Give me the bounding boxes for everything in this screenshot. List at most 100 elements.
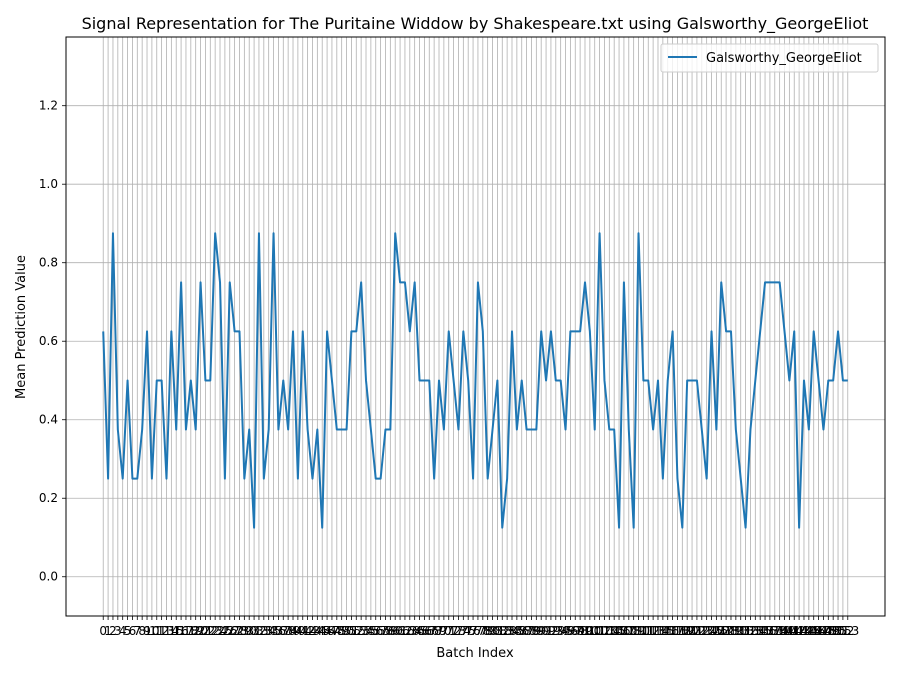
x-tick-label: 139 bbox=[768, 624, 791, 638]
x-tick-label: 141 bbox=[778, 624, 801, 638]
data-point bbox=[842, 379, 844, 381]
x-tick-label: 64 bbox=[407, 624, 422, 638]
data-point bbox=[462, 330, 464, 332]
data-point bbox=[394, 232, 396, 234]
x-tick-label: 27 bbox=[227, 624, 242, 638]
x-tick-label: 56 bbox=[368, 624, 383, 638]
data-point bbox=[516, 429, 518, 431]
data-point bbox=[336, 429, 338, 431]
data-point bbox=[745, 527, 747, 529]
y-tick-label: 0.0 bbox=[39, 570, 58, 584]
x-tick-label: 88 bbox=[524, 624, 539, 638]
data-point bbox=[156, 379, 158, 381]
x-tick-label: 82 bbox=[495, 624, 510, 638]
data-point bbox=[375, 478, 377, 480]
x-tick-label: 105 bbox=[603, 624, 626, 638]
data-point bbox=[321, 527, 323, 529]
data-point bbox=[448, 330, 450, 332]
x-tick-label: 23 bbox=[208, 624, 223, 638]
data-point bbox=[365, 379, 367, 381]
x-tick-label: 8 bbox=[138, 624, 146, 638]
x-tick-label: 80 bbox=[485, 624, 500, 638]
x-tick-label: 116 bbox=[656, 624, 679, 638]
x-tick-label: 102 bbox=[588, 624, 611, 638]
data-point bbox=[589, 330, 591, 332]
data-point bbox=[200, 281, 202, 283]
data-point bbox=[428, 379, 430, 381]
data-point bbox=[370, 429, 372, 431]
x-tick-label: 29 bbox=[237, 624, 252, 638]
x-tick-label: 11 bbox=[149, 624, 164, 638]
plot-area-frame bbox=[65, 36, 886, 617]
x-tick-label: 47 bbox=[324, 624, 339, 638]
x-tick-label: 129 bbox=[720, 624, 743, 638]
y-tick-label: 0.2 bbox=[39, 491, 58, 505]
data-point bbox=[652, 429, 654, 431]
x-tick-label: 79 bbox=[480, 624, 495, 638]
x-tick-label: 145 bbox=[797, 624, 820, 638]
data-point bbox=[686, 379, 688, 381]
data-point bbox=[229, 281, 231, 283]
x-tick-label: 69 bbox=[431, 624, 446, 638]
data-point bbox=[346, 429, 348, 431]
data-point bbox=[136, 478, 138, 480]
data-point bbox=[599, 232, 601, 234]
x-tick-label: 126 bbox=[705, 624, 728, 638]
data-point bbox=[195, 429, 197, 431]
x-tick-label: 53 bbox=[354, 624, 369, 638]
data-point bbox=[360, 281, 362, 283]
x-tick-label: 44 bbox=[310, 624, 325, 638]
data-point bbox=[603, 379, 605, 381]
data-point bbox=[618, 527, 620, 529]
data-point bbox=[764, 281, 766, 283]
data-point bbox=[341, 429, 343, 431]
data-point bbox=[326, 330, 328, 332]
x-tick-label: 90 bbox=[534, 624, 549, 638]
x-tick-label: 17 bbox=[178, 624, 193, 638]
data-point bbox=[258, 232, 260, 234]
x-tick-label: 54 bbox=[358, 624, 373, 638]
data-point bbox=[526, 429, 528, 431]
data-point bbox=[146, 330, 148, 332]
x-tick-label: 107 bbox=[612, 624, 635, 638]
x-tick-label: 26 bbox=[222, 624, 237, 638]
x-tick-label: 134 bbox=[744, 624, 767, 638]
data-point bbox=[701, 429, 703, 431]
x-tick-label: 147 bbox=[807, 624, 830, 638]
data-point bbox=[263, 478, 265, 480]
legend-label: Galsworthy_GeorgeEliot bbox=[706, 51, 862, 66]
x-tick-label: 67 bbox=[422, 624, 437, 638]
data-point bbox=[151, 478, 153, 480]
data-point bbox=[818, 379, 820, 381]
x-tick-label: 65 bbox=[412, 624, 427, 638]
data-point bbox=[569, 330, 571, 332]
y-tick-label: 0.8 bbox=[39, 256, 58, 270]
data-point bbox=[803, 379, 805, 381]
data-point bbox=[788, 379, 790, 381]
x-tick-label: 51 bbox=[344, 624, 359, 638]
x-tick-label: 95 bbox=[558, 624, 573, 638]
data-point bbox=[477, 281, 479, 283]
data-point bbox=[243, 478, 245, 480]
x-tick-label: 140 bbox=[773, 624, 796, 638]
x-tick-label: 101 bbox=[583, 624, 606, 638]
x-tick-label: 62 bbox=[397, 624, 412, 638]
data-point bbox=[676, 478, 678, 480]
x-tick-label: 84 bbox=[504, 624, 519, 638]
data-point bbox=[638, 232, 640, 234]
data-point bbox=[696, 379, 698, 381]
data-point bbox=[623, 281, 625, 283]
x-tick-label: 106 bbox=[608, 624, 631, 638]
data-point bbox=[419, 379, 421, 381]
data-point bbox=[808, 429, 810, 431]
y-tick-label: 1.0 bbox=[39, 177, 58, 191]
data-point bbox=[350, 330, 352, 332]
x-tick-label: 25 bbox=[217, 624, 232, 638]
x-tick-label: 78 bbox=[475, 624, 490, 638]
x-tick-label: 130 bbox=[724, 624, 747, 638]
x-tick-label: 137 bbox=[758, 624, 781, 638]
x-tick-label: 83 bbox=[499, 624, 514, 638]
data-point bbox=[209, 379, 211, 381]
data-point bbox=[219, 281, 221, 283]
x-tick-label: 87 bbox=[519, 624, 534, 638]
